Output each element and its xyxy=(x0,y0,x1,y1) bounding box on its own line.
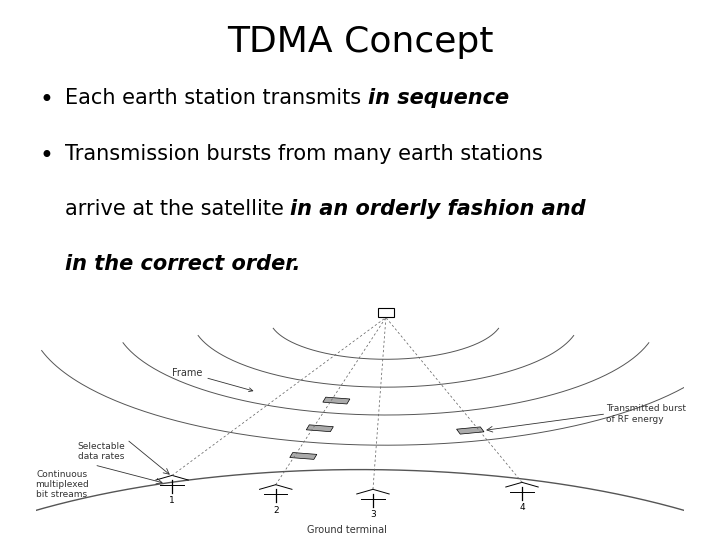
Text: •: • xyxy=(40,144,53,168)
Bar xyxy=(456,427,484,434)
Text: 4: 4 xyxy=(519,503,525,512)
Text: Ground terminal: Ground terminal xyxy=(307,525,387,535)
Text: 3: 3 xyxy=(370,510,376,519)
Text: in sequence: in sequence xyxy=(367,87,508,107)
Text: Transmitted burst
of RF energy: Transmitted burst of RF energy xyxy=(606,404,686,423)
Bar xyxy=(289,453,317,460)
Text: Continuous
multiplexed
bit streams: Continuous multiplexed bit streams xyxy=(35,470,89,500)
Text: 2: 2 xyxy=(273,505,279,515)
Text: arrive at the satellite: arrive at the satellite xyxy=(65,199,290,219)
Text: in the correct order.: in the correct order. xyxy=(65,254,300,274)
Text: 1: 1 xyxy=(169,496,175,505)
Text: TDMA Concept: TDMA Concept xyxy=(227,25,493,59)
Text: •: • xyxy=(40,87,53,112)
Bar xyxy=(378,308,394,318)
Bar xyxy=(323,397,350,404)
Text: Frame: Frame xyxy=(172,368,253,392)
Text: Selectable
data rates: Selectable data rates xyxy=(77,442,125,461)
Bar xyxy=(306,425,333,431)
Text: Each earth station transmits: Each earth station transmits xyxy=(65,87,367,107)
Text: Transmission bursts from many earth stations: Transmission bursts from many earth stat… xyxy=(65,144,543,164)
Text: in an orderly fashion and: in an orderly fashion and xyxy=(290,199,586,219)
